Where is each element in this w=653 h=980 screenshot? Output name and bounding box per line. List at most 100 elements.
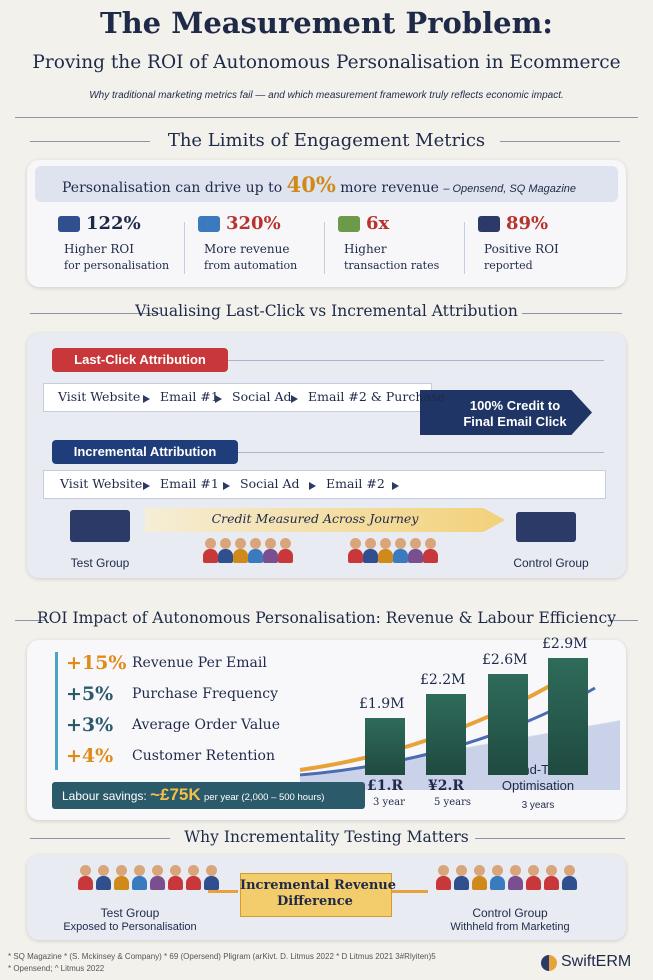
- metric-label: Revenue Per Email: [132, 655, 267, 671]
- control-label: Control Group Withheld from Marketing: [430, 906, 590, 934]
- stat-divider: [324, 222, 325, 274]
- laptop-icon: [70, 510, 130, 542]
- stat-value: 6x: [366, 213, 390, 234]
- stat-icon: [198, 216, 220, 232]
- step-arrow: [392, 482, 399, 490]
- person-body: [248, 549, 263, 563]
- person-body: [436, 876, 451, 890]
- group-title: Control Group: [472, 906, 548, 920]
- bar: [488, 674, 528, 775]
- divider: [30, 313, 160, 314]
- bar-period: 3 year: [373, 797, 405, 808]
- person-body: [114, 876, 129, 890]
- divider: [522, 313, 622, 314]
- person-body: [278, 549, 293, 563]
- stat-label: Higher: [344, 242, 387, 256]
- result-text: 100% Credit to Final Email Click: [450, 398, 580, 430]
- person-head: [80, 865, 91, 876]
- labour-text: Labour savings: ~£75K per year (2,000 – …: [62, 785, 324, 805]
- person-body: [263, 549, 278, 563]
- banner-lead: Personalisation can drive up to: [62, 180, 283, 196]
- stat-label: Positive ROI: [484, 242, 559, 256]
- person-head: [206, 865, 217, 876]
- stat-value: 89%: [506, 213, 549, 234]
- person-body: [544, 876, 559, 890]
- person-body: [508, 876, 523, 890]
- metric-value: +5%: [66, 683, 114, 705]
- bar-label: £2.6M: [482, 652, 528, 668]
- banner-rest: more revenue: [340, 180, 439, 196]
- person-head: [425, 538, 436, 549]
- person-body: [526, 876, 541, 890]
- person-body: [233, 549, 248, 563]
- person-head: [188, 865, 199, 876]
- group-sub: Exposed to Personalisation: [63, 921, 197, 933]
- stat-divider: [184, 222, 185, 274]
- divider: [608, 620, 638, 621]
- metric-label: Purchase Frequency: [132, 686, 278, 702]
- person-head: [170, 865, 181, 876]
- person-head: [250, 538, 261, 549]
- step-arrow: [143, 482, 150, 490]
- person-head: [116, 865, 127, 876]
- step: Email #2: [326, 476, 385, 491]
- bar: [365, 718, 405, 775]
- metric-value: +4%: [66, 745, 114, 767]
- step-arrow: [291, 395, 298, 403]
- person-head: [546, 865, 557, 876]
- metric-bracket: [55, 652, 58, 770]
- stat-icon: [338, 216, 360, 232]
- divider: [500, 141, 620, 142]
- bar-period: 5 years: [434, 797, 471, 808]
- bar-base: £1.R: [367, 778, 403, 794]
- step: Email #1: [160, 476, 219, 491]
- stat-sub: for personalisation: [64, 259, 170, 272]
- brand-logo: [541, 955, 557, 971]
- person-head: [265, 538, 276, 549]
- banner-figure: 40%: [286, 172, 336, 197]
- person-head: [410, 538, 421, 549]
- banner-source: – Opensend, SQ Magazine: [443, 183, 577, 195]
- step: Social Ad: [240, 476, 300, 491]
- flow-arrow: [208, 890, 238, 893]
- stat-value: 320%: [226, 213, 281, 234]
- person-body: [132, 876, 147, 890]
- person-body: [408, 549, 423, 563]
- test-label: Test Group Exposed to Personalisation: [55, 906, 205, 934]
- labour-lead: Labour savings:: [62, 789, 147, 803]
- step: Email #2 & Purchase: [308, 389, 445, 404]
- person-head: [474, 865, 485, 876]
- bar-base: ¥2.R: [428, 778, 464, 794]
- divider: [475, 838, 625, 839]
- person-body: [150, 876, 165, 890]
- person-body: [378, 549, 393, 563]
- person-body: [423, 549, 438, 563]
- subtitle: Proving the ROI of Autonomous Personalis…: [32, 52, 621, 73]
- divider: [30, 838, 170, 839]
- footnote: * SQ Magazine * (S. Mckinsey & Company) …: [8, 952, 436, 961]
- person-head: [492, 865, 503, 876]
- divider: [238, 452, 604, 453]
- banner-text: Personalisation can drive up to 40% more…: [62, 172, 576, 197]
- step: Social Ad: [232, 389, 292, 404]
- group-sub: Withheld from Marketing: [450, 921, 570, 933]
- person-head: [365, 538, 376, 549]
- send-time-period: 3 years: [521, 800, 555, 811]
- person-head: [205, 538, 216, 549]
- group-title: Test Group: [100, 906, 160, 920]
- flow-arrow: [392, 890, 428, 893]
- group-label: Test Group: [70, 556, 130, 570]
- person-head: [134, 865, 145, 876]
- stat-label: More revenue: [204, 242, 290, 256]
- person-body: [96, 876, 111, 890]
- metric-value: +15%: [66, 652, 127, 674]
- tagline: Why traditional marketing metrics fail —…: [89, 90, 564, 101]
- step-arrow: [309, 482, 316, 490]
- group-label: Control Group: [513, 556, 589, 570]
- bar-label: £2.2M: [420, 672, 466, 688]
- step-arrow: [223, 482, 230, 490]
- person-body: [168, 876, 183, 890]
- divider: [15, 117, 638, 118]
- person-body: [363, 549, 378, 563]
